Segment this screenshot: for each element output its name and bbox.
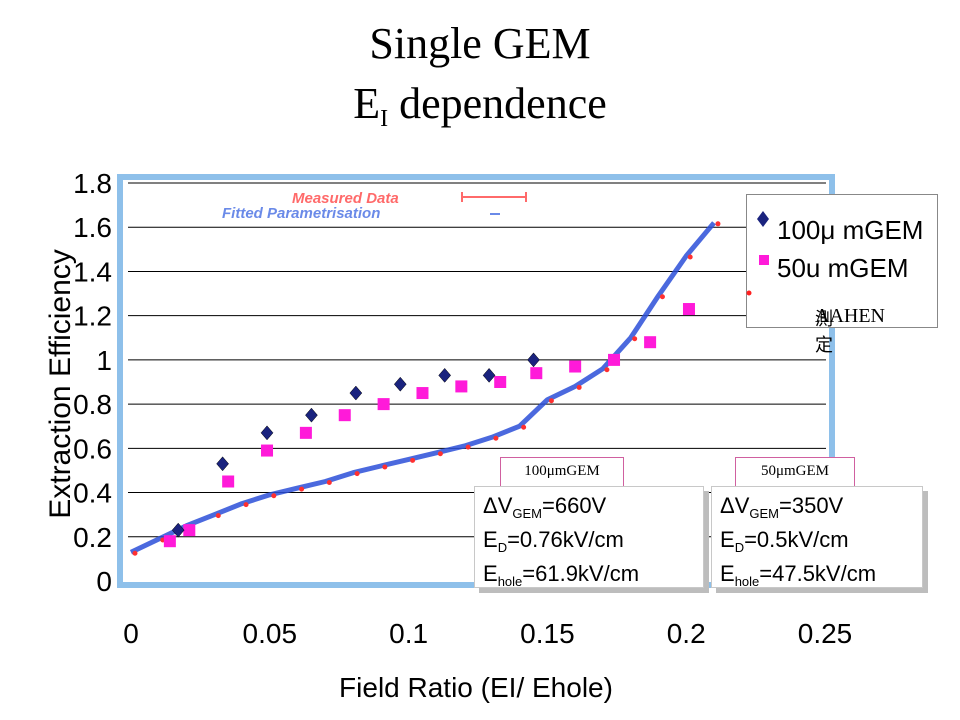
slide-title: Single GEM (369, 19, 591, 68)
legend-label-100: 100μ mGEM (777, 215, 924, 245)
legend-markers (757, 211, 769, 265)
measured-point (243, 502, 249, 508)
fit-curve (129, 221, 716, 555)
data-point-50u (163, 535, 176, 548)
x-tick-label: 0.05 (243, 618, 298, 649)
measured-point (548, 398, 554, 404)
legend-dot-icon (746, 290, 752, 296)
measured-point (521, 424, 527, 430)
y-tick-label: 1.8 (73, 168, 112, 199)
legend-aahen: AAHEN 測定 (746, 281, 938, 356)
x-tick-label: 0.25 (798, 618, 853, 649)
measured-point (687, 254, 693, 260)
data-point-100u (216, 456, 229, 472)
y-tick-label: 1 (96, 345, 112, 376)
measured-point (354, 471, 360, 477)
y-tick-label: 1.6 (73, 212, 112, 243)
measured-point (132, 550, 138, 556)
inner-legend-measured: Measured Data (292, 190, 399, 207)
data-point-100u (171, 522, 185, 538)
data-point-100u (527, 352, 540, 368)
data-point-50u (455, 380, 468, 393)
y-tick-label: 0.6 (73, 433, 112, 464)
x-axis-label: Field Ratio (EI/ Ehole) (339, 672, 613, 703)
data-point-100u (260, 425, 274, 441)
legend-aahen-label: AAHEN 測定 (815, 305, 885, 356)
legend-square-icon (759, 255, 769, 265)
data-point-100u (305, 407, 318, 423)
x-tick-label: 0.2 (667, 618, 706, 649)
box1-hole-field: Ehole=61.9kV/cm (483, 561, 640, 589)
data-point-50u (377, 398, 390, 411)
y-tick-label: 0.2 (73, 522, 112, 553)
data-point-50u (261, 444, 274, 457)
measured-point (465, 444, 471, 450)
x-tick-label: 0.1 (389, 618, 428, 649)
data-point-50u (569, 360, 582, 373)
chart-legend: 100μ mGEM 50u mGEM (746, 194, 938, 284)
box1-parameters: ΔVGEM=660V ED=0.76kV/cm Ehole=61.9kV/cm (474, 486, 704, 589)
box2-hole-field: Ehole=47.5kV/cm (720, 561, 877, 589)
measured-point (576, 384, 582, 390)
y-tick-label: 0 (96, 566, 112, 597)
box2-tag: 50μmGEM (735, 457, 855, 487)
data-point-50u (183, 524, 196, 537)
measured-point (299, 486, 305, 492)
data-point-50u (338, 409, 351, 422)
data-point-100u (482, 367, 496, 383)
y-tick-label: 1.2 (73, 301, 112, 332)
legend-diamond-icon (757, 211, 769, 227)
x-tick-label: 0 (123, 618, 139, 649)
box1-tag: 100μmGEM (500, 457, 624, 487)
box2-delta-v: ΔVGEM=350V (720, 493, 844, 521)
data-point-50u (416, 387, 429, 400)
measured-point (715, 221, 721, 227)
measured-point (271, 493, 277, 499)
measured-point (382, 464, 388, 470)
measured-point (659, 294, 665, 300)
measured-point (410, 457, 416, 463)
y-tick-label: 0.8 (73, 389, 112, 420)
measured-point (604, 367, 610, 373)
data-point-50u (682, 303, 695, 316)
box1-drift-field: ED=0.76kV/cm (483, 527, 624, 555)
box1-delta-v: ΔVGEM=660V (483, 493, 607, 521)
slide-subtitle: EI dependence (353, 79, 607, 132)
measured-point (632, 336, 638, 342)
data-point-50u (299, 426, 312, 439)
legend-label-50: 50u mGEM (777, 253, 909, 283)
data-point-100u (393, 376, 407, 392)
data-point-50u (530, 367, 543, 380)
data-point-100u (438, 367, 452, 383)
y-tick-label: 0.4 (73, 478, 112, 509)
data-point-100u (349, 385, 363, 401)
x-tick-label: 0.15 (520, 618, 575, 649)
measured-point (326, 480, 332, 485)
inner-legend-fitted: Fitted Parametrisation (222, 205, 380, 222)
data-point-50u (644, 336, 657, 349)
measured-point (437, 451, 443, 457)
box2-drift-field: ED=0.5kV/cm (720, 527, 849, 555)
box2-parameters: ΔVGEM=350V ED=0.5kV/cm Ehole=47.5kV/cm (711, 486, 923, 589)
y-axis-label: Extraction Efficiency (44, 249, 77, 519)
data-point-50u (608, 353, 621, 366)
data-point-50u (494, 376, 507, 388)
measured-point (215, 513, 221, 519)
y-tick-label: 1.4 (73, 256, 112, 287)
measured-point (493, 435, 499, 441)
data-point-50u (222, 475, 235, 488)
